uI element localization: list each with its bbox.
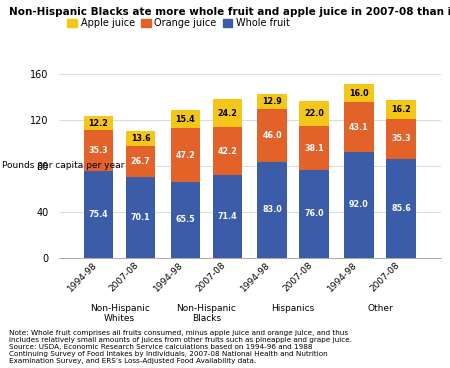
Bar	[213, 176, 242, 258]
Text: Pounds per capita per year: Pounds per capita per year	[2, 161, 125, 170]
Text: 13.6: 13.6	[131, 134, 150, 143]
Text: 24.2: 24.2	[217, 109, 237, 117]
Text: 92.0: 92.0	[349, 200, 369, 209]
Text: 35.3: 35.3	[391, 134, 411, 144]
Text: 26.7: 26.7	[131, 157, 150, 166]
Bar	[299, 101, 329, 126]
Bar	[299, 126, 329, 170]
Text: 46.0: 46.0	[262, 131, 282, 140]
Legend: Apple juice, Orange juice, Whole fruit: Apple juice, Orange juice, Whole fruit	[63, 14, 294, 32]
Bar	[299, 170, 329, 258]
Bar	[84, 116, 113, 130]
Text: 71.4: 71.4	[218, 212, 237, 221]
Bar	[257, 162, 287, 258]
Bar	[171, 110, 200, 128]
Bar	[84, 171, 113, 258]
Bar	[257, 109, 287, 162]
Text: 47.2: 47.2	[176, 151, 195, 160]
Bar	[84, 130, 113, 171]
Text: Hispanics: Hispanics	[271, 304, 315, 312]
Text: 35.3: 35.3	[89, 146, 108, 155]
Text: 12.2: 12.2	[89, 119, 108, 128]
Bar	[213, 99, 242, 127]
Text: 16.2: 16.2	[391, 105, 411, 114]
Text: 43.1: 43.1	[349, 123, 369, 131]
Text: Non-Hispanic
Whites: Non-Hispanic Whites	[90, 304, 149, 323]
Bar	[257, 95, 287, 109]
Bar	[171, 182, 200, 258]
Text: Non-Hispanic Blacks ate more whole fruit and apple juice in 2007-08 than in 1994: Non-Hispanic Blacks ate more whole fruit…	[9, 7, 450, 17]
Text: 83.0: 83.0	[262, 205, 282, 215]
Bar	[386, 118, 416, 159]
Text: 16.0: 16.0	[349, 89, 369, 98]
Text: 76.0: 76.0	[304, 209, 324, 218]
Text: 22.0: 22.0	[304, 109, 324, 118]
Text: 85.6: 85.6	[391, 204, 411, 213]
Bar	[344, 84, 374, 102]
Bar	[386, 159, 416, 258]
Text: 42.2: 42.2	[217, 147, 237, 156]
Text: 65.5: 65.5	[176, 215, 195, 224]
Text: 70.1: 70.1	[131, 213, 150, 222]
Text: Note: Whole fruit comprises all fruits consumed, minus apple juice and orange ju: Note: Whole fruit comprises all fruits c…	[9, 330, 352, 364]
Text: 75.4: 75.4	[89, 210, 108, 219]
Text: 12.9: 12.9	[262, 97, 282, 106]
Bar	[126, 177, 155, 258]
Text: 15.4: 15.4	[176, 115, 195, 124]
Text: 38.1: 38.1	[304, 144, 324, 153]
Text: Non-Hispanic
Blacks: Non-Hispanic Blacks	[176, 304, 236, 323]
Bar	[386, 100, 416, 118]
Bar	[171, 128, 200, 182]
Bar	[213, 127, 242, 176]
Text: Other: Other	[367, 304, 393, 312]
Bar	[344, 152, 374, 258]
Bar	[126, 131, 155, 146]
Bar	[126, 146, 155, 177]
Bar	[344, 102, 374, 152]
